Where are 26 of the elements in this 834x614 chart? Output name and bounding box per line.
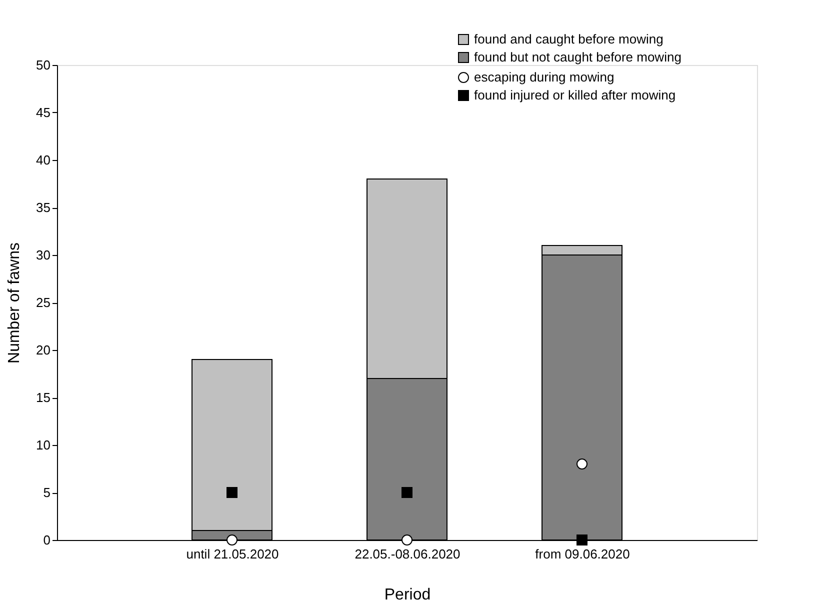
y-tick-label: 0 — [43, 532, 50, 548]
y-tick-label: 30 — [36, 248, 50, 262]
legend-label: escaping during mowing — [474, 70, 614, 84]
legend-label: found and caught before mowing — [474, 32, 664, 46]
point — [402, 487, 412, 498]
point — [402, 534, 412, 546]
y-tick-label: 40 — [36, 152, 50, 168]
y-tick-label: 5 — [43, 485, 50, 500]
y-axis-title: Number of fawns — [6, 242, 24, 364]
y-tick-label: 45 — [36, 105, 50, 120]
y-tick-label: 25 — [36, 295, 50, 310]
x-tick-label: from 09.06.2020 — [535, 546, 630, 562]
y-tick-label: 35 — [36, 200, 50, 215]
point — [576, 458, 588, 470]
x-axis-title: Period — [384, 586, 431, 604]
point — [576, 534, 588, 546]
point — [226, 534, 238, 546]
legend-label: found injured or killed after mowing — [474, 88, 676, 102]
y-tick-label: 10 — [36, 438, 50, 452]
y-tick-label: 15 — [36, 390, 50, 405]
legend-label: found but not caught before mowing — [474, 50, 682, 64]
y-tick-label: 20 — [36, 342, 50, 358]
point — [226, 487, 238, 498]
x-tick-label: until 21.05.2020 — [186, 546, 279, 562]
x-tick-label: 22.05.-08.06.2020 — [354, 546, 460, 562]
y-tick-label: 50 — [36, 58, 50, 72]
